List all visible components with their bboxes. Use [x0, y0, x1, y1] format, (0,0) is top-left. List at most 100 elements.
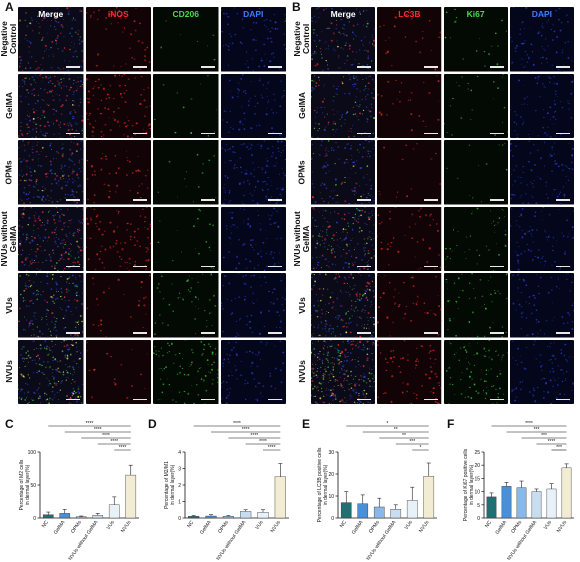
significance-label: ****	[259, 439, 267, 445]
row-label-text: OPMs	[296, 160, 307, 185]
micrograph-a-gelma-dapi	[220, 73, 286, 138]
scale-bar	[556, 265, 570, 267]
scale-bar	[423, 265, 438, 267]
scale-bar	[268, 332, 282, 334]
row-label-vus: VUs	[0, 294, 44, 316]
x-tick-label: OPMs	[510, 519, 523, 534]
scale-bar	[133, 332, 147, 334]
x-tick-label: VUs	[254, 519, 265, 531]
x-tick-label: OPMs	[70, 519, 83, 534]
scale-bar	[200, 132, 215, 134]
y-tick-label: 0	[33, 516, 36, 522]
micrograph-a-nvus-merge	[18, 339, 84, 404]
scale-bar	[65, 132, 80, 134]
scale-bar	[65, 265, 80, 267]
bar-opms	[222, 516, 234, 519]
chart-svg-c: 0 50 100 Percentage of M2 cellsin dermal la…	[19, 421, 139, 562]
row-label-text: NVUs without GelMA	[0, 211, 18, 267]
x-tick-label: NVUs without GelMA	[68, 519, 100, 561]
scale-bar	[357, 199, 372, 201]
scale-bar	[556, 66, 570, 68]
significance-label: ****	[110, 439, 118, 445]
channel-label-cd206: CD206	[172, 9, 199, 19]
bar-vus	[546, 488, 557, 519]
y-tick-label: 0	[331, 516, 334, 522]
x-tick-label: NVUs	[418, 519, 431, 534]
y-tick-label: 50	[30, 483, 36, 489]
row-label-text: VUs	[296, 296, 307, 314]
y-tick-label: 20	[328, 472, 334, 478]
row-label-text: VUs	[3, 296, 14, 314]
bar-vus	[257, 512, 269, 519]
x-tick-label: NVUs	[120, 519, 133, 534]
microscopy-grid-a: Merge iNOS CD206 DAPI	[18, 7, 286, 404]
channel-label-ki67: Ki67	[466, 9, 485, 19]
bar-nvus	[423, 476, 435, 519]
y-axis-label: Percentage of LC3B positive cellsin derm…	[317, 447, 329, 522]
micrograph-a-opms-dapi	[220, 140, 286, 205]
micrograph-a-negative-control-dapi: DAPI	[220, 7, 286, 72]
y-tick-label: 100	[28, 450, 37, 456]
panel-label-a: A	[5, 0, 14, 14]
scale-bar	[489, 66, 504, 68]
micrograph-a-nvus-without-gelma-inos	[85, 206, 151, 271]
micrograph-a-nvus-dapi	[220, 339, 286, 404]
micrograph-a-negative-control-merge: Merge	[18, 7, 84, 72]
x-tick-label: NVUs without GelMA	[366, 519, 398, 561]
panel-label-d: D	[148, 417, 157, 431]
significance-label: ****	[94, 427, 102, 433]
micrograph-b-vus-dapi	[509, 273, 574, 338]
channel-label-inos: iNOS	[107, 9, 129, 19]
microscopy-grid-b: Merge LC3B Ki67 DAPI	[311, 7, 574, 404]
bar-nvus-without-gelma	[92, 515, 104, 519]
micrograph-a-vus-merge	[18, 273, 84, 338]
micrograph-a-nvus-without-gelma-dapi	[220, 206, 286, 271]
scale-bar	[489, 332, 504, 334]
micrograph-a-nvus-cd206	[153, 339, 219, 404]
micrograph-b-gelma-dapi	[509, 73, 574, 138]
micrograph-a-negative-control-cd206: CD206	[153, 7, 219, 72]
scale-bar	[268, 398, 282, 400]
y-tick-label: 4	[178, 450, 181, 456]
row-label-nvus-without-gelma: NVUs without GelMA	[0, 211, 44, 266]
micrograph-b-nvus-without-gelma-merge	[311, 206, 376, 271]
bar-chart-e: 0 10 20 30 Percentage of LC3B positive cells…	[298, 418, 443, 562]
row-label-gelma: GelMA	[267, 92, 337, 119]
scale-bar	[556, 132, 570, 134]
bar-nvus	[561, 467, 572, 519]
scale-bar	[423, 66, 438, 68]
bar-nvus-without-gelma	[390, 508, 402, 519]
channel-label-dapi: DAPI	[243, 9, 264, 19]
scale-bar	[200, 265, 215, 267]
x-tick-label: NC	[339, 519, 348, 529]
scale-bar	[489, 132, 504, 134]
micrograph-a-nvus-without-gelma-merge	[18, 206, 84, 271]
y-tick-label: 20	[474, 463, 480, 469]
significance-label: ****	[250, 433, 258, 439]
row-label-nvus-without-gelma: NVUs without GelMA	[267, 211, 337, 266]
significance-label: **	[394, 427, 398, 433]
significance-label: **	[402, 433, 406, 439]
row-label-text: Negative Control	[292, 21, 311, 57]
y-tick-label: 1	[178, 500, 181, 506]
channel-label-dapi: DAPI	[531, 9, 553, 19]
significance-label: ****	[86, 421, 94, 427]
row-label-gelma: GelMA	[0, 92, 44, 119]
x-tick-label: GelMA	[53, 519, 67, 536]
significance-label: ****	[102, 433, 110, 439]
channel-label-merge: Merge	[38, 9, 64, 19]
y-tick-label: 0	[178, 516, 181, 522]
scale-bar	[133, 265, 147, 267]
micrograph-a-vus-dapi	[220, 273, 286, 338]
scale-bar	[556, 199, 570, 201]
scale-bar	[423, 398, 438, 400]
row-label-negative-control: Negative Control	[267, 22, 337, 57]
significance-label: ***	[534, 427, 540, 433]
micrograph-a-gelma-inos	[85, 73, 151, 138]
scale-bar	[423, 199, 438, 201]
scale-bar	[200, 398, 215, 400]
bar-opms	[516, 487, 527, 519]
scale-bar	[357, 132, 372, 134]
